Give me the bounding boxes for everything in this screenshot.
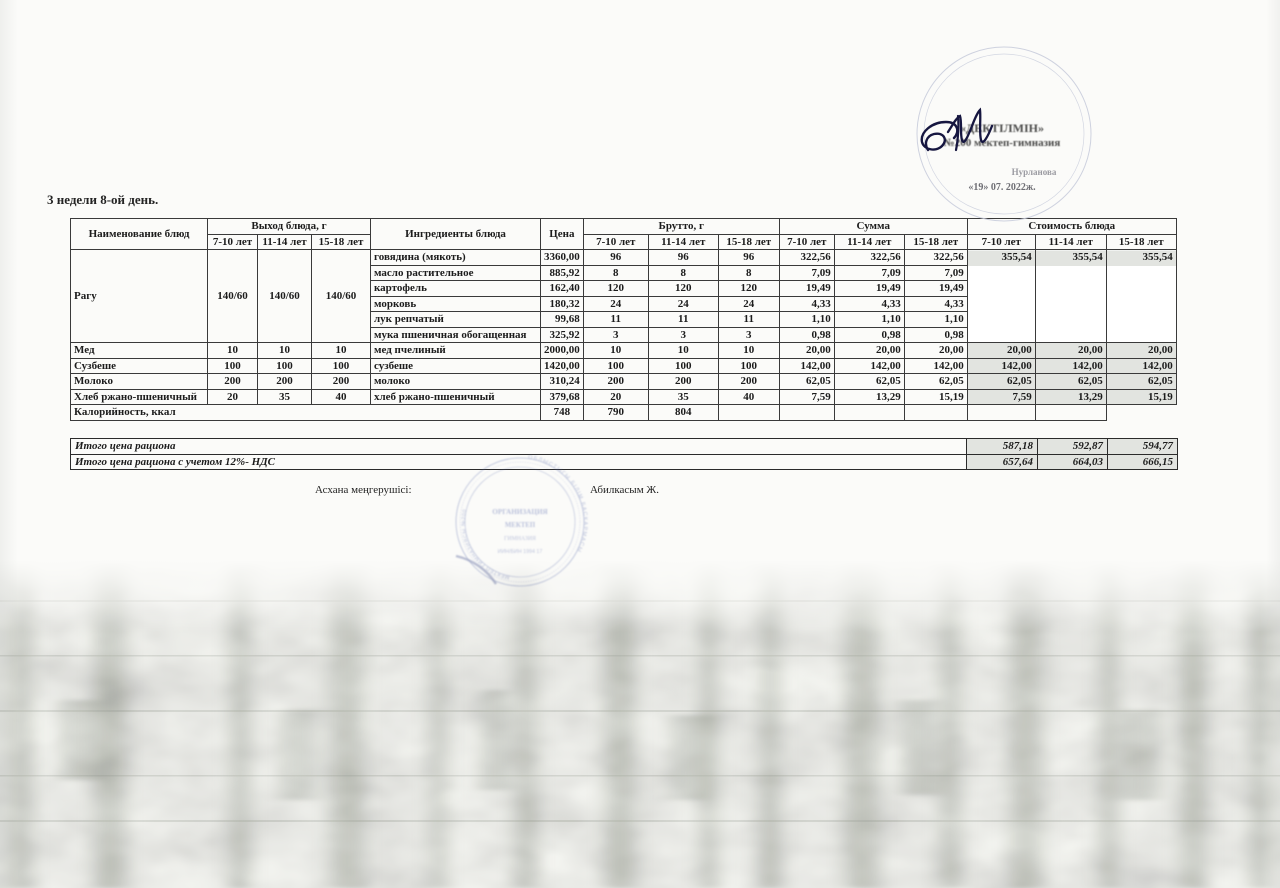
svg-text:ГИМНАЗИЯ: ГИМНАЗИЯ (504, 536, 536, 542)
svg-text:МЕКТЕП: МЕКТЕП (505, 522, 536, 529)
svg-text:ИИН/БИН 1994 17: ИИН/БИН 1994 17 (498, 549, 543, 555)
svg-text:ОРГАНИЗАЦИЯ: ОРГАНИЗАЦИЯ (492, 508, 548, 516)
svg-text:«19» 07. 2022ж.: «19» 07. 2022ж. (968, 182, 1036, 193)
